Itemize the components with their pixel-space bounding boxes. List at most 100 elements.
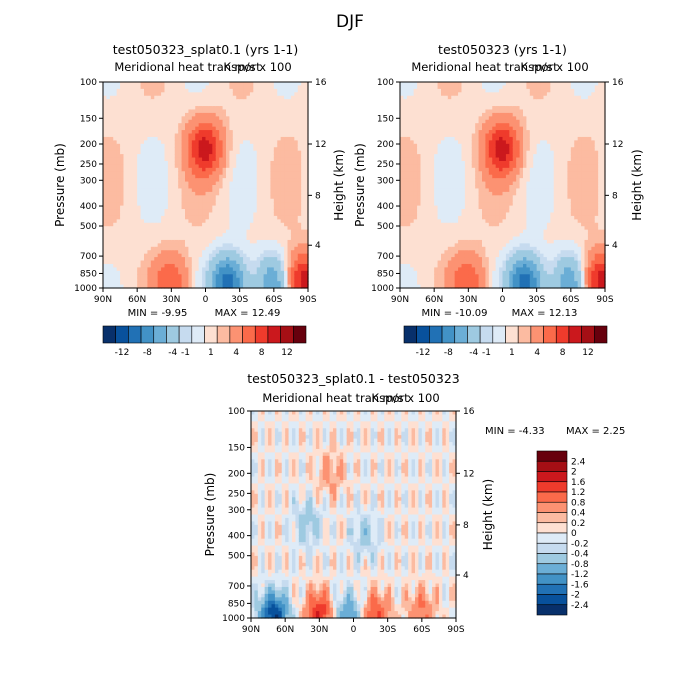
heatmap-cell bbox=[441, 246, 446, 251]
heatmap-cell bbox=[116, 229, 121, 234]
heatmap-cell bbox=[133, 212, 138, 217]
heatmap-cell bbox=[430, 167, 435, 172]
heatmap-cell bbox=[417, 147, 422, 152]
heatmap-cell bbox=[417, 195, 422, 200]
heatmap-cell bbox=[406, 126, 411, 131]
heatmap-cell bbox=[413, 140, 418, 145]
heatmap-cell bbox=[144, 202, 149, 207]
heatmap-cell bbox=[181, 106, 186, 111]
heatmap-cell bbox=[454, 136, 459, 141]
heatmap-cell bbox=[126, 274, 131, 279]
heatmap-cell bbox=[147, 270, 152, 275]
heatmap-cell bbox=[109, 209, 114, 214]
heatmap-cell bbox=[232, 191, 237, 196]
heatmap-cell bbox=[226, 167, 231, 172]
heatmap-cell bbox=[191, 222, 196, 227]
heatmap-cell bbox=[249, 188, 254, 193]
heatmap-cell bbox=[222, 284, 227, 289]
heatmap-cell bbox=[273, 174, 278, 179]
heatmap-cell bbox=[471, 243, 476, 248]
heatmap-cell bbox=[410, 136, 415, 141]
heatmap-cell bbox=[188, 140, 193, 145]
heatmap-cell bbox=[280, 92, 285, 97]
heatmap-cell bbox=[140, 133, 145, 138]
heatmap-cell bbox=[161, 202, 166, 207]
heatmap-cell bbox=[167, 185, 172, 190]
heatmap-cell bbox=[219, 181, 224, 186]
heatmap-cell bbox=[232, 267, 237, 272]
heatmap-cell bbox=[246, 243, 251, 248]
heatmap-cell bbox=[420, 226, 425, 231]
heatmap-cell bbox=[430, 174, 435, 179]
heatmap-cell bbox=[178, 174, 183, 179]
heatmap-cell bbox=[297, 167, 302, 172]
heatmap-cell bbox=[437, 143, 442, 148]
heatmap-cell bbox=[109, 239, 114, 244]
heatmap-cell bbox=[123, 267, 128, 272]
heatmap-cell bbox=[215, 202, 220, 207]
heatmap-cell bbox=[188, 209, 193, 214]
heatmap-cell bbox=[413, 150, 418, 155]
heatmap-cell bbox=[239, 205, 244, 210]
heatmap-cell bbox=[420, 191, 425, 196]
heatmap-cell bbox=[123, 82, 128, 87]
heatmap-cell bbox=[157, 222, 162, 227]
heatmap-cell bbox=[188, 157, 193, 162]
heatmap-cell bbox=[144, 191, 149, 196]
heatmap-cell bbox=[290, 236, 295, 241]
heatmap-cell bbox=[202, 154, 207, 159]
heatmap-cell bbox=[304, 157, 309, 162]
heatmap-cell bbox=[297, 157, 302, 162]
heatmap-cell bbox=[297, 99, 302, 104]
heatmap-cell bbox=[471, 126, 476, 131]
heatmap-cell bbox=[270, 102, 275, 107]
heatmap-cell bbox=[226, 147, 231, 152]
heatmap-cell bbox=[243, 246, 248, 251]
heatmap-cell bbox=[130, 222, 135, 227]
heatmap-cell bbox=[441, 233, 446, 238]
heatmap-cell bbox=[280, 229, 285, 234]
heatmap-cell bbox=[167, 233, 172, 238]
heatmap-cell bbox=[123, 116, 128, 121]
heatmap-cell bbox=[400, 123, 405, 128]
heatmap-cell bbox=[441, 239, 446, 244]
heatmap-cell bbox=[260, 99, 265, 104]
heatmap-cell bbox=[229, 226, 234, 231]
heatmap-cell bbox=[161, 171, 166, 176]
heatmap-cell bbox=[297, 112, 302, 117]
heatmap-cell bbox=[106, 260, 111, 265]
heatmap-cell bbox=[208, 219, 213, 224]
heatmap-cell bbox=[198, 130, 203, 135]
heatmap-cell bbox=[120, 109, 125, 114]
heatmap-cell bbox=[284, 126, 289, 131]
heatmap-cell bbox=[154, 99, 159, 104]
heatmap-cell bbox=[434, 191, 439, 196]
heatmap-cell bbox=[208, 209, 213, 214]
heatmap-cell bbox=[222, 246, 227, 251]
heatmap-cell bbox=[270, 188, 275, 193]
heatmap-cell bbox=[215, 181, 220, 186]
heatmap-cell bbox=[191, 106, 196, 111]
heatmap-cell bbox=[133, 270, 138, 275]
heatmap-cell bbox=[126, 157, 131, 162]
heatmap-cell bbox=[195, 147, 200, 152]
heatmap-cell bbox=[205, 92, 210, 97]
heatmap-cell bbox=[413, 92, 418, 97]
heatmap-cell bbox=[185, 246, 190, 251]
heatmap-cell bbox=[406, 229, 411, 234]
heatmap-cell bbox=[208, 215, 213, 220]
heatmap-cell bbox=[287, 116, 292, 121]
heatmap-cell bbox=[133, 174, 138, 179]
heatmap-cell bbox=[198, 85, 203, 90]
heatmap-cell bbox=[191, 143, 196, 148]
heatmap-cell bbox=[226, 164, 231, 169]
heatmap-cell bbox=[277, 281, 282, 286]
heatmap-cell bbox=[198, 209, 203, 214]
heatmap-cell bbox=[106, 140, 111, 145]
heatmap-cell bbox=[430, 215, 435, 220]
heatmap-cell bbox=[154, 95, 159, 100]
heatmap-cell bbox=[434, 267, 439, 272]
heatmap-cell bbox=[280, 274, 285, 279]
heatmap-cell bbox=[304, 82, 309, 87]
heatmap-cell bbox=[208, 112, 213, 117]
